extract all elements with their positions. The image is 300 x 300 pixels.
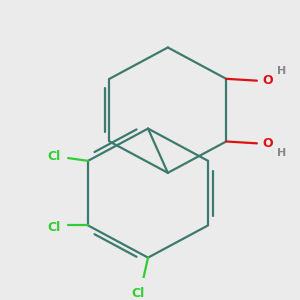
Text: Cl: Cl bbox=[131, 287, 145, 300]
Text: H: H bbox=[277, 148, 286, 158]
Text: H: H bbox=[277, 66, 286, 76]
Text: O: O bbox=[263, 137, 274, 150]
Text: O: O bbox=[263, 74, 274, 87]
Text: Cl: Cl bbox=[47, 221, 60, 234]
Text: Cl: Cl bbox=[47, 150, 60, 163]
